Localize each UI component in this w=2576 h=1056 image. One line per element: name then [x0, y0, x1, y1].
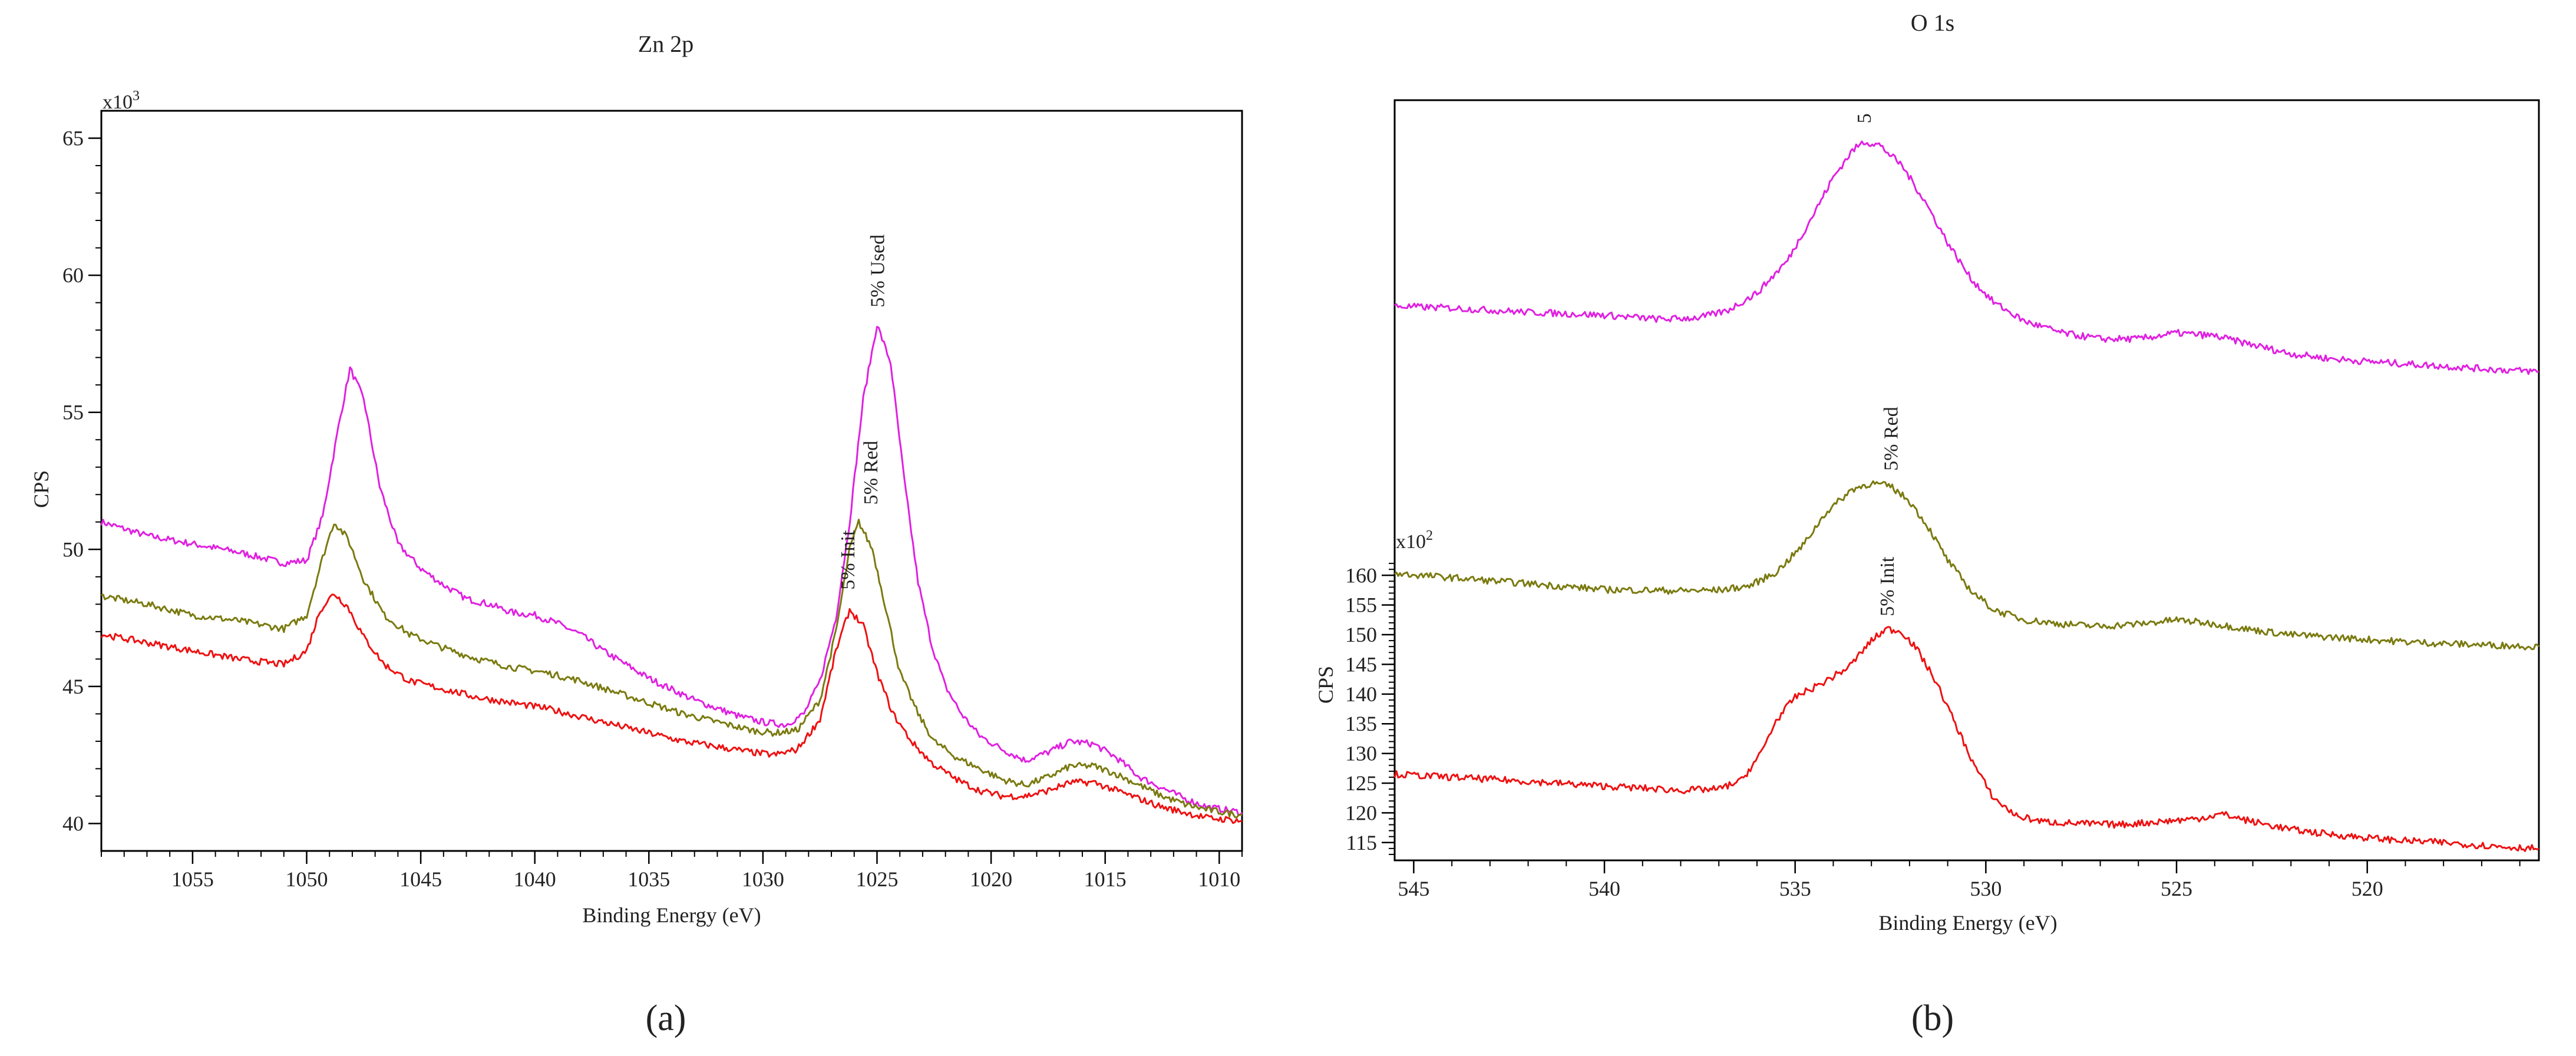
panel-b-y-tick-label: 135	[1345, 712, 1377, 735]
panel-b-y-tick-label: 160	[1345, 563, 1377, 587]
panel-b-x-tick-label: 540	[1588, 877, 1620, 900]
panel-b-peak-labels: 5 5% Red 5% Init	[1854, 113, 1902, 616]
panel-a-y-tick-label: 60	[62, 263, 84, 287]
panel-b-y-tick-label: 145	[1345, 652, 1377, 676]
panel-a-x-tick-label: 1025	[856, 867, 898, 891]
panel-b-series	[1393, 140, 2540, 852]
panel-b-plot-frame	[1393, 99, 2540, 862]
panel-a-peak-label: 5% Used	[867, 235, 889, 308]
panel-a-series-5-used	[100, 326, 1243, 816]
panel-b-y-tick-label: 140	[1345, 682, 1377, 706]
panel-a-y-tick-label: 50	[62, 537, 84, 561]
panel-b-ticks: 545 540 535 530 525 520 115 120 125 130 135 140 145 1…	[1345, 563, 2521, 900]
panel-b-y-tick-label: 130	[1345, 742, 1377, 765]
panel-a-x-tick-label: 1030	[742, 867, 784, 891]
panel-b-y-tick-label: 155	[1345, 593, 1377, 617]
panel-a-peak-labels: 5% Used 5% Red 5% Init	[837, 235, 889, 590]
panel-a-peak-label: 5% Init	[837, 530, 859, 590]
panel-b-y-tick-label: 125	[1345, 771, 1377, 795]
panel-b-series-5-used	[1394, 140, 2539, 375]
panel-a-x-tick-label: 1020	[970, 867, 1012, 891]
panel-a-x-tick-label: 1050	[285, 867, 328, 891]
panel-a-x-tick-label: 1055	[171, 867, 214, 891]
panel-b-series-5-red	[1394, 480, 2540, 651]
panel-a-y-axis-label: CPS	[29, 470, 53, 508]
panel-b-title: O 1s	[1911, 9, 1954, 36]
panel-b-x-tick-label: 530	[1970, 877, 2002, 900]
panel-a-x-tick-label: 1010	[1198, 867, 1240, 891]
panel-a-y-tick-label: 40	[62, 811, 84, 835]
panel-b-y-tick-label: 115	[1346, 831, 1377, 854]
panel-a-figure-label: (a)	[646, 998, 686, 1038]
panel-b-y-tick-label: 150	[1345, 623, 1377, 646]
panel-a-y-tick-label: 65	[62, 127, 84, 150]
panel-a-series-5-red	[101, 519, 1243, 819]
panel-a-zn2p: Zn 2p 1055 1050 1045 1040 1035 1030 1025 1020 10…	[29, 31, 1243, 1038]
panel-b-o1s: O 1s 545 540 535 530 525 520 115 120 125 130 135 14…	[1314, 9, 2540, 1038]
panel-b-peak-label: 5% Init	[1877, 556, 1898, 616]
panel-b-x-axis-label: Binding Energy (eV)	[1878, 911, 2057, 935]
panel-a-y-tick-label: 45	[62, 675, 84, 698]
panel-a-multiplier: x103	[103, 88, 140, 113]
panel-a-x-tick-label: 1035	[628, 867, 670, 891]
panel-b-x-tick-label: 525	[2161, 877, 2192, 900]
panel-a-series-5-init	[100, 593, 1243, 824]
panel-a-x-tick-label: 1015	[1084, 867, 1127, 891]
panel-b-peak-label: 5	[1854, 113, 1875, 123]
panel-a-series	[100, 326, 1243, 824]
panel-b-y-axis-label: CPS	[1314, 666, 1337, 704]
panel-b-peak-label: 5% Red	[1881, 407, 1903, 471]
panel-b-multiplier: x102	[1396, 528, 1433, 553]
panel-b-y-tick-label: 120	[1345, 801, 1377, 824]
panel-a-x-tick-label: 1040	[514, 867, 556, 891]
panel-a-ticks: 1055 1050 1045 1040 1035 1030 1025 1020 1015 1010…	[62, 127, 1243, 891]
panel-b-x-tick-label: 520	[2352, 877, 2383, 900]
panel-b-x-tick-label: 545	[1398, 877, 1429, 900]
panel-a-x-tick-label: 1045	[399, 867, 442, 891]
panel-b-series-5-init	[1393, 626, 2539, 852]
panel-a-y-tick-label: 55	[62, 401, 84, 424]
panel-a-peak-label: 5% Red	[860, 441, 882, 505]
panel-b-figure-label: (b)	[1911, 998, 1954, 1038]
panel-b-x-tick-label: 535	[1779, 877, 1811, 900]
panel-a-x-axis-label: Binding Energy (eV)	[582, 903, 761, 927]
panel-a-title: Zn 2p	[638, 31, 693, 57]
